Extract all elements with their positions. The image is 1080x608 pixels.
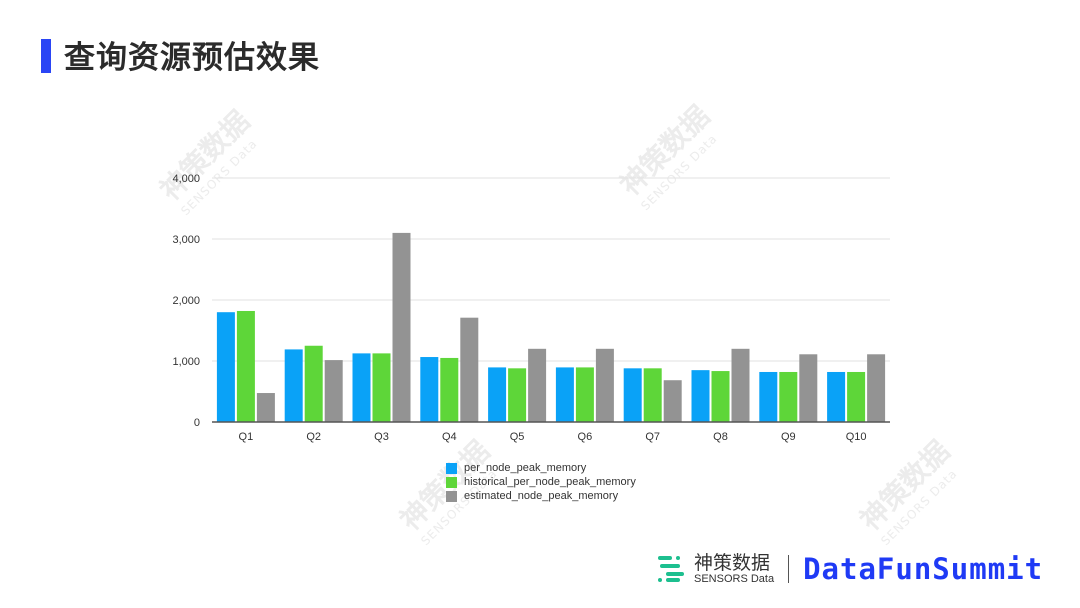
bar (488, 367, 507, 422)
legend-swatch-icon (446, 476, 457, 488)
y-tick-label: 4,000 (172, 173, 200, 185)
bar (324, 360, 343, 422)
x-tick-label: Q4 (442, 431, 457, 443)
legend-item: estimated_node_peak_memory (446, 489, 636, 503)
bar (508, 368, 527, 422)
footer-divider (788, 555, 790, 583)
bar (867, 354, 886, 422)
bar (779, 371, 798, 422)
bar (759, 371, 778, 422)
legend-swatch-icon (446, 462, 457, 474)
bar (711, 371, 730, 422)
x-tick-label: Q9 (781, 431, 796, 443)
bar (216, 312, 235, 422)
x-tick-label: Q5 (510, 431, 525, 443)
x-tick-label: Q1 (239, 431, 254, 443)
legend-item: historical_per_node_peak_memory (446, 475, 636, 489)
bar (799, 354, 818, 422)
x-tick-label: Q10 (846, 431, 867, 443)
y-tick-label: 3,000 (172, 234, 200, 246)
y-tick-label: 2,000 (172, 295, 200, 307)
bar (575, 367, 594, 422)
x-tick-label: Q7 (645, 431, 660, 443)
bar (236, 310, 255, 422)
bar (731, 348, 750, 422)
bar (304, 345, 323, 422)
event-logo: DataFunSummit (803, 552, 1044, 586)
bar (460, 317, 479, 422)
brand-cn: 神策数据 (694, 552, 771, 574)
title-accent-bar (41, 39, 51, 73)
bar (555, 367, 574, 422)
brand-en: SENSORS Data (694, 573, 775, 585)
legend-swatch-icon (446, 490, 457, 502)
bar (595, 348, 614, 422)
y-tick-label: 0 (194, 417, 200, 429)
chart-legend: per_node_peak_memory historical_per_node… (446, 461, 636, 503)
bar (827, 371, 846, 422)
brand-text: 神策数据 SENSORS Data (694, 553, 774, 585)
bar (256, 393, 275, 422)
bar (352, 353, 371, 422)
bar (528, 348, 547, 422)
bar (663, 380, 682, 422)
slide-title: 查询资源预估效果 (64, 40, 320, 76)
x-tick-label: Q6 (578, 431, 593, 443)
sensors-logo-icon (658, 556, 684, 582)
bar (623, 368, 642, 422)
bar (420, 357, 439, 422)
bar (643, 368, 662, 422)
x-tick-label: Q3 (374, 431, 389, 443)
bar (691, 370, 710, 422)
bar (392, 232, 411, 422)
bar (284, 349, 303, 422)
bar (440, 357, 459, 422)
x-tick-label: Q8 (713, 431, 728, 443)
bar (372, 353, 391, 422)
footer-logo: 神策数据 SENSORS Data DataFunSummit (656, 552, 1043, 586)
y-tick-label: 1,000 (172, 356, 200, 368)
legend-item: per_node_peak_memory (446, 461, 636, 475)
x-tick-label: Q2 (306, 431, 321, 443)
bar (847, 371, 866, 422)
